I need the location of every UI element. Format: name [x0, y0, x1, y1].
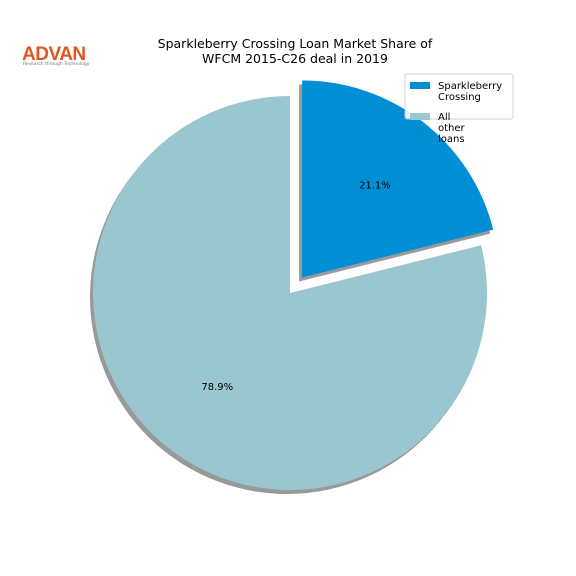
chart-title: WFCM 2015-C26 deal in 2019 — [202, 51, 388, 66]
legend-box — [404, 73, 514, 120]
legend-label: All other loans — [438, 112, 466, 145]
legend-swatch — [410, 82, 430, 89]
wedge — [93, 96, 488, 490]
logo-name: ADVAN — [22, 44, 86, 65]
legend-swatch — [410, 113, 430, 120]
data-label: 78.9% — [201, 382, 233, 393]
logo-tagline: Research through Technology — [23, 61, 90, 67]
wedge — [302, 80, 494, 278]
chart-title: Sparkleberry Crossing Loan Market Share … — [158, 36, 433, 51]
data-label: 21.1% — [359, 180, 391, 191]
legend-label: Sparkleberry Crossing — [438, 81, 502, 103]
